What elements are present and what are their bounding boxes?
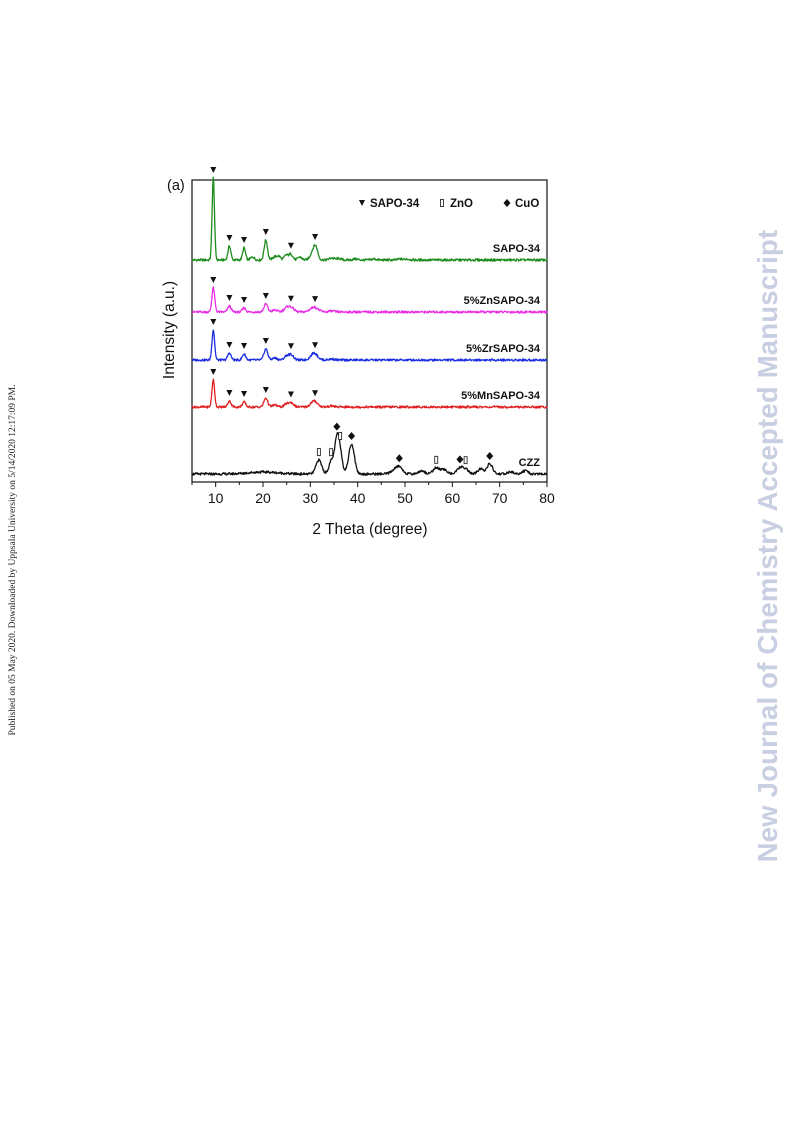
diamond-peak-marker xyxy=(486,451,494,460)
triangle-peak-marker xyxy=(262,337,269,344)
triangle-peak-marker xyxy=(226,295,233,301)
series-line xyxy=(191,432,548,476)
series-line xyxy=(191,176,548,262)
triangle-peak-marker xyxy=(262,292,269,299)
triangle-peak-marker xyxy=(226,342,233,348)
x-tick-label: 20 xyxy=(255,490,271,506)
triangle-peak-marker xyxy=(241,343,248,349)
x-tick-label: 40 xyxy=(350,490,366,506)
series-line xyxy=(191,286,548,314)
x-tick-label: 80 xyxy=(539,490,555,506)
diamond-peak-marker xyxy=(333,422,341,431)
x-tick-label: 60 xyxy=(445,490,461,506)
rect-peak-marker xyxy=(316,448,321,456)
triangle-peak-marker xyxy=(241,236,248,243)
legend-label: CuO xyxy=(515,198,539,210)
x-tick-label: 30 xyxy=(303,490,319,506)
x-tick-label: 10 xyxy=(208,490,224,506)
triangle-peak-marker xyxy=(226,235,233,241)
triangle-peak-marker xyxy=(287,242,294,249)
plot-frame xyxy=(191,179,548,483)
rect-peak-marker xyxy=(338,432,343,440)
triangle-peak-marker xyxy=(287,343,294,350)
series-line xyxy=(191,329,548,362)
triangle-peak-marker xyxy=(287,391,294,398)
triangle-peak-marker xyxy=(287,295,294,302)
triangle-peak-marker xyxy=(312,342,319,349)
triangle-peak-marker xyxy=(210,369,217,375)
series-line xyxy=(191,378,548,409)
triangle-peak-marker xyxy=(262,228,269,235)
triangle-peak-marker xyxy=(210,277,217,283)
legend: SAPO-34 ZnO CuO xyxy=(370,198,539,210)
x-axis-title: 2 Theta (degree) xyxy=(312,521,427,538)
triangle-peak-marker xyxy=(262,386,269,393)
x-tick-label: 50 xyxy=(397,490,413,506)
triangle-peak-marker xyxy=(312,233,319,240)
legend-label: ZnO xyxy=(450,198,473,210)
y-axis-title: Intensity (a.u.) xyxy=(161,281,178,379)
triangle-legend-marker xyxy=(359,200,365,206)
triangle-peak-marker xyxy=(210,319,217,325)
series-label: 5%ZnSAPO-34 xyxy=(464,295,541,307)
rect-peak-marker xyxy=(434,455,439,464)
rect-legend-marker xyxy=(440,199,444,207)
x-tick-label: 70 xyxy=(492,490,508,506)
series-label: 5%ZrSAPO-34 xyxy=(466,343,541,355)
diamond-peak-marker xyxy=(348,431,356,440)
triangle-peak-marker xyxy=(312,296,319,303)
triangle-peak-marker xyxy=(312,390,319,397)
series-label: SAPO-34 xyxy=(493,243,541,255)
legend-label: SAPO-34 xyxy=(370,198,420,210)
series-label: CZZ xyxy=(519,457,541,469)
diamond-peak-marker xyxy=(395,454,403,463)
triangle-peak-marker xyxy=(241,391,248,397)
rect-peak-marker xyxy=(329,448,334,457)
plot-area: 10 20 30 40 50 60 70 80 SAPO-34 5%ZnSAPO-34 5%ZrSA… xyxy=(191,167,555,506)
rect-peak-marker xyxy=(463,456,468,465)
series-label: 5%MnSAPO-34 xyxy=(461,390,541,402)
triangle-peak-marker xyxy=(226,390,233,396)
panel-label: (a) xyxy=(167,178,185,194)
diamond-peak-marker xyxy=(456,455,464,464)
diamond-legend-marker xyxy=(503,199,511,207)
triangle-peak-marker xyxy=(241,297,248,303)
triangle-peak-marker xyxy=(210,167,217,173)
